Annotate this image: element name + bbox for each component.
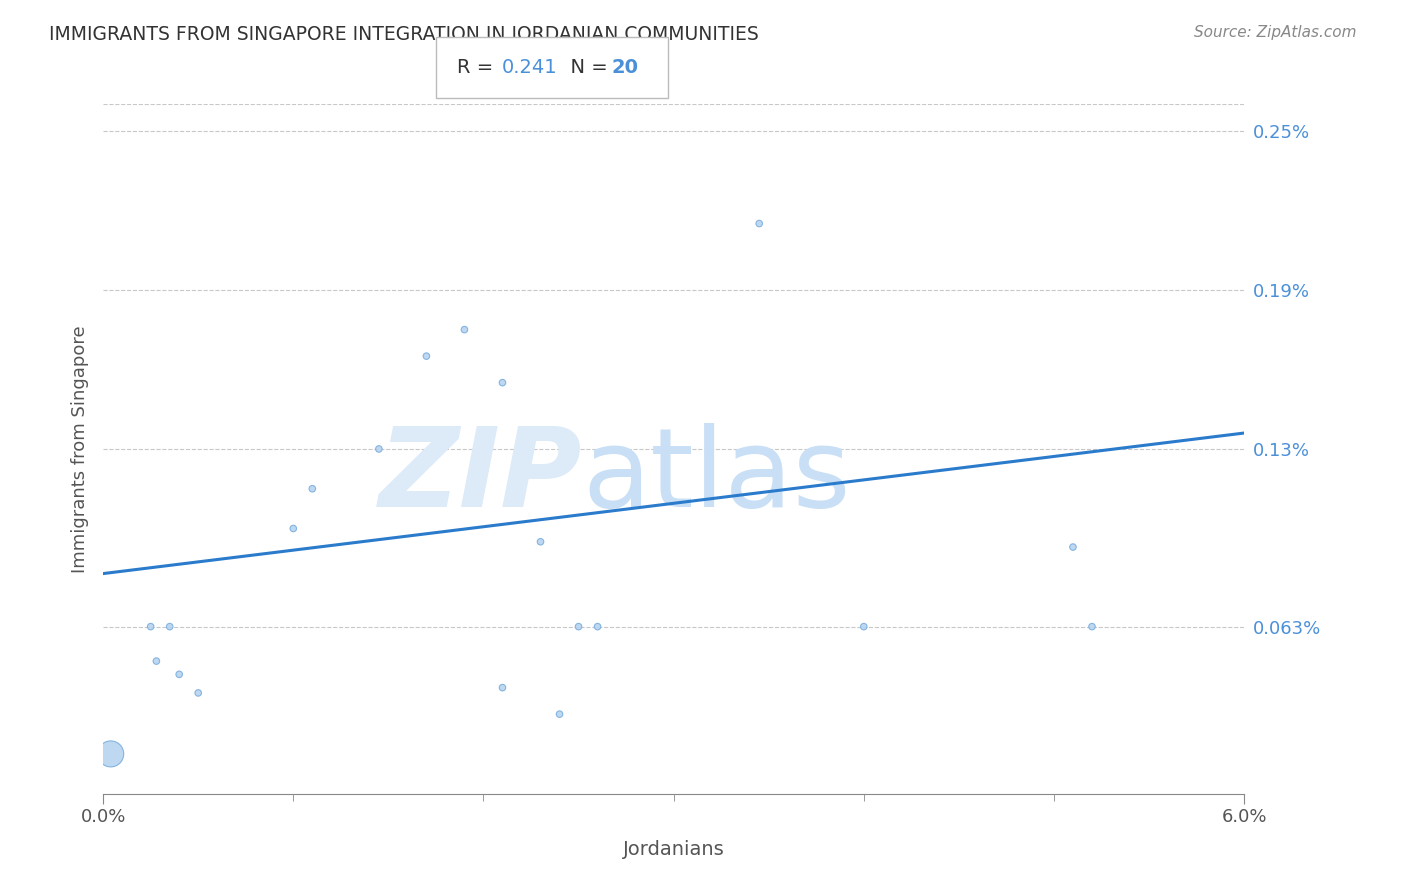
Point — [529, 534, 551, 549]
Point — [187, 686, 209, 700]
Text: 0.241: 0.241 — [502, 58, 558, 78]
Point — [748, 217, 770, 231]
Point — [167, 667, 190, 681]
Point — [139, 619, 162, 633]
Text: 20: 20 — [612, 58, 638, 78]
Point — [852, 619, 875, 633]
Y-axis label: Immigrants from Singapore: Immigrants from Singapore — [72, 325, 89, 573]
Point — [491, 681, 513, 695]
Text: N =: N = — [558, 58, 614, 78]
Point — [100, 747, 122, 761]
Point — [301, 482, 323, 496]
Point — [415, 349, 437, 363]
Text: atlas: atlas — [582, 423, 851, 530]
Point — [283, 521, 305, 535]
Point — [367, 442, 389, 456]
Point — [1081, 619, 1104, 633]
Point — [145, 654, 167, 668]
Text: R =: R = — [457, 58, 499, 78]
Point — [548, 707, 571, 722]
Point — [586, 619, 609, 633]
X-axis label: Jordanians: Jordanians — [623, 840, 724, 859]
Point — [1062, 540, 1084, 554]
Point — [159, 619, 181, 633]
Point — [567, 619, 589, 633]
Point — [453, 323, 475, 337]
Text: IMMIGRANTS FROM SINGAPORE INTEGRATION IN JORDANIAN COMMUNITIES: IMMIGRANTS FROM SINGAPORE INTEGRATION IN… — [49, 25, 759, 44]
Point — [491, 376, 513, 390]
Text: Source: ZipAtlas.com: Source: ZipAtlas.com — [1194, 25, 1357, 40]
Text: ZIP: ZIP — [378, 423, 582, 530]
